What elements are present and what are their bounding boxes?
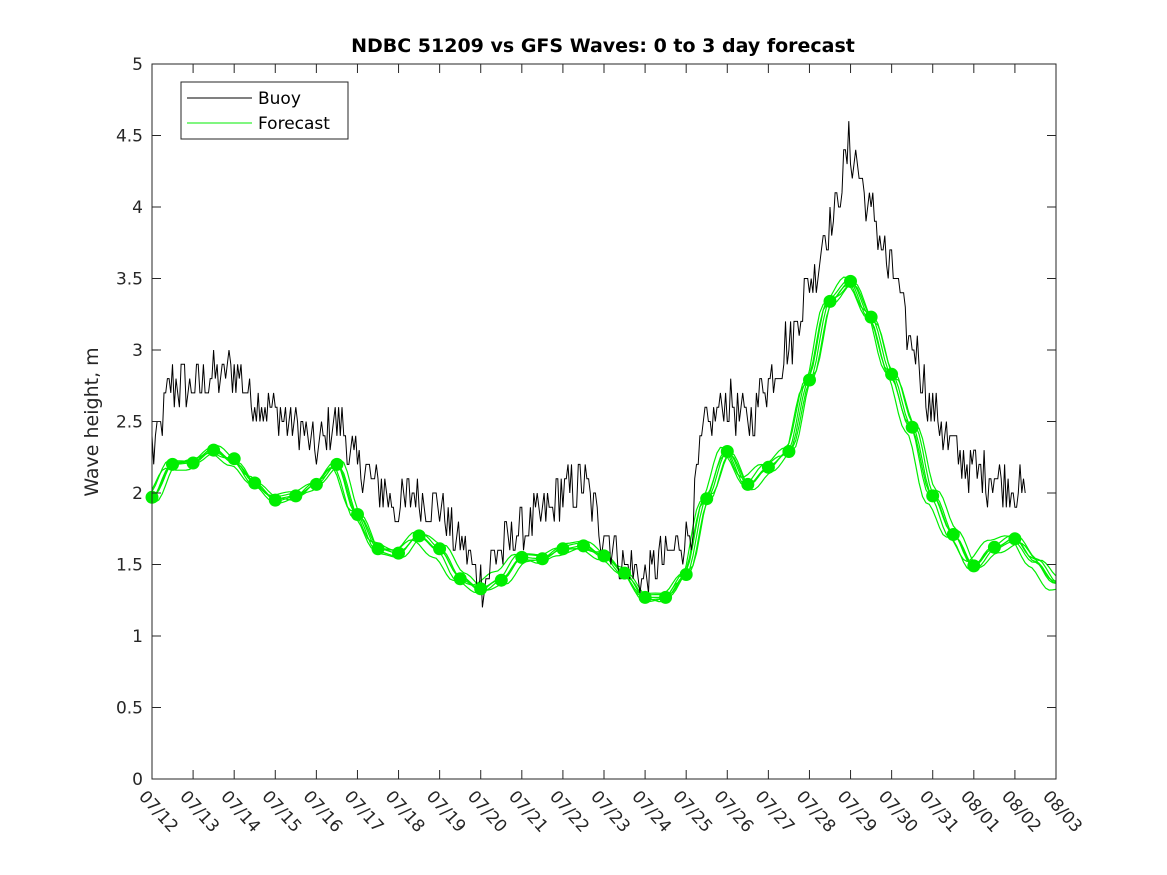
y-tick-label: 4.5 bbox=[116, 127, 143, 147]
x-tick-label: 07/14 bbox=[216, 787, 264, 837]
x-tick-label: 07/12 bbox=[134, 787, 182, 837]
x-tick-label: 07/19 bbox=[422, 787, 470, 837]
forecast-point bbox=[823, 294, 837, 308]
forecast-point bbox=[926, 489, 940, 503]
x-tick-label: 07/15 bbox=[258, 787, 306, 837]
forecast-point bbox=[803, 373, 816, 387]
forecast-point bbox=[987, 540, 1001, 554]
x-tick-label: 08/03 bbox=[1038, 787, 1086, 837]
x-tick-label: 07/30 bbox=[874, 787, 922, 837]
forecast-point bbox=[905, 420, 919, 434]
forecast-point bbox=[351, 508, 364, 521]
plot-background bbox=[152, 64, 1056, 779]
forecast-point bbox=[577, 539, 590, 553]
x-tick-label: 07/31 bbox=[915, 787, 963, 837]
x-tick-label: 07/28 bbox=[792, 787, 840, 837]
forecast-point bbox=[166, 457, 179, 471]
legend-box bbox=[180, 81, 349, 140]
plot-area bbox=[145, 63, 1057, 780]
x-tick-label: 07/21 bbox=[504, 787, 552, 837]
y-tick-label: 2.5 bbox=[116, 413, 143, 433]
y-tick-label: 5 bbox=[132, 55, 143, 75]
y-tick-label: 3 bbox=[132, 341, 143, 361]
forecast-point bbox=[515, 550, 529, 564]
forecast-point bbox=[967, 559, 981, 573]
forecast-point bbox=[433, 542, 447, 556]
forecast-point bbox=[946, 528, 960, 541]
legend-buoy-label: Buoy bbox=[258, 89, 301, 109]
forecast-point bbox=[248, 476, 262, 490]
buoy-series-line bbox=[151, 121, 1026, 608]
legend: Buoy Forecast bbox=[180, 81, 349, 140]
y-tick-label: 0 bbox=[132, 770, 143, 790]
buoy-line bbox=[151, 121, 1026, 608]
forecast-point bbox=[535, 552, 549, 566]
x-tick-label: 07/17 bbox=[340, 787, 388, 837]
x-tick-label: 07/18 bbox=[381, 787, 429, 837]
forecast-point bbox=[782, 445, 796, 458]
legend-forecast-label: Forecast bbox=[258, 114, 330, 134]
x-tick-label: 07/23 bbox=[586, 787, 634, 837]
y-tick-label: 1.5 bbox=[116, 556, 143, 576]
forecast-point bbox=[720, 445, 734, 458]
y-axis: 0 0.5 1 1.5 2 2.5 3 3.5 4 4.5 5 bbox=[116, 55, 1056, 790]
chart-title: NDBC 51209 vs GFS Waves: 0 to 3 day fore… bbox=[351, 35, 855, 57]
forecast-point bbox=[227, 452, 241, 466]
forecast-point bbox=[844, 274, 857, 288]
x-tick-label: 07/29 bbox=[833, 787, 881, 837]
x-tick-label: 07/20 bbox=[463, 787, 511, 837]
y-axis-label: Wave height, m bbox=[81, 347, 103, 496]
y-tick-label: 3.5 bbox=[116, 270, 143, 290]
forecast-point bbox=[700, 492, 714, 506]
forecast-point bbox=[885, 367, 899, 381]
forecast-point bbox=[1008, 532, 1022, 546]
x-tick-label: 07/24 bbox=[627, 787, 675, 837]
y-tick-label: 4 bbox=[132, 198, 143, 218]
x-tick-label: 07/22 bbox=[545, 787, 593, 837]
forecast-point bbox=[371, 542, 385, 556]
y-tick-label: 1 bbox=[132, 627, 143, 647]
forecast-point bbox=[864, 310, 878, 324]
y-tick-label: 0.5 bbox=[116, 699, 143, 719]
forecast-point bbox=[618, 566, 631, 580]
forecast-point bbox=[761, 460, 775, 474]
forecast-point bbox=[309, 477, 323, 491]
x-tick-label: 07/26 bbox=[710, 787, 758, 837]
forecast-point bbox=[659, 590, 673, 604]
forecast-point bbox=[494, 573, 508, 587]
forecast-markers bbox=[145, 274, 1022, 604]
forecast-point bbox=[186, 456, 200, 470]
x-tick-label: 08/02 bbox=[997, 787, 1045, 837]
forecast-point bbox=[392, 546, 405, 560]
forecast-point bbox=[268, 493, 282, 507]
x-tick-label: 07/13 bbox=[175, 787, 223, 837]
forecast-point bbox=[412, 529, 426, 543]
forecast-point bbox=[597, 549, 611, 563]
forecast-point bbox=[474, 582, 488, 596]
forecast-point bbox=[289, 489, 303, 503]
forecast-point bbox=[330, 457, 344, 471]
forecast-point bbox=[679, 568, 693, 581]
forecast-point bbox=[207, 443, 221, 457]
x-tick-label: 08/01 bbox=[956, 787, 1004, 837]
forecast-point bbox=[741, 477, 755, 491]
y-tick-label: 2 bbox=[132, 484, 143, 504]
forecast-point bbox=[638, 590, 652, 604]
x-tick-label: 07/27 bbox=[751, 787, 799, 837]
forecast-point bbox=[556, 542, 570, 556]
forecast-point bbox=[453, 572, 467, 586]
x-tick-label: 07/25 bbox=[668, 787, 716, 837]
x-tick-label: 07/16 bbox=[299, 787, 347, 837]
